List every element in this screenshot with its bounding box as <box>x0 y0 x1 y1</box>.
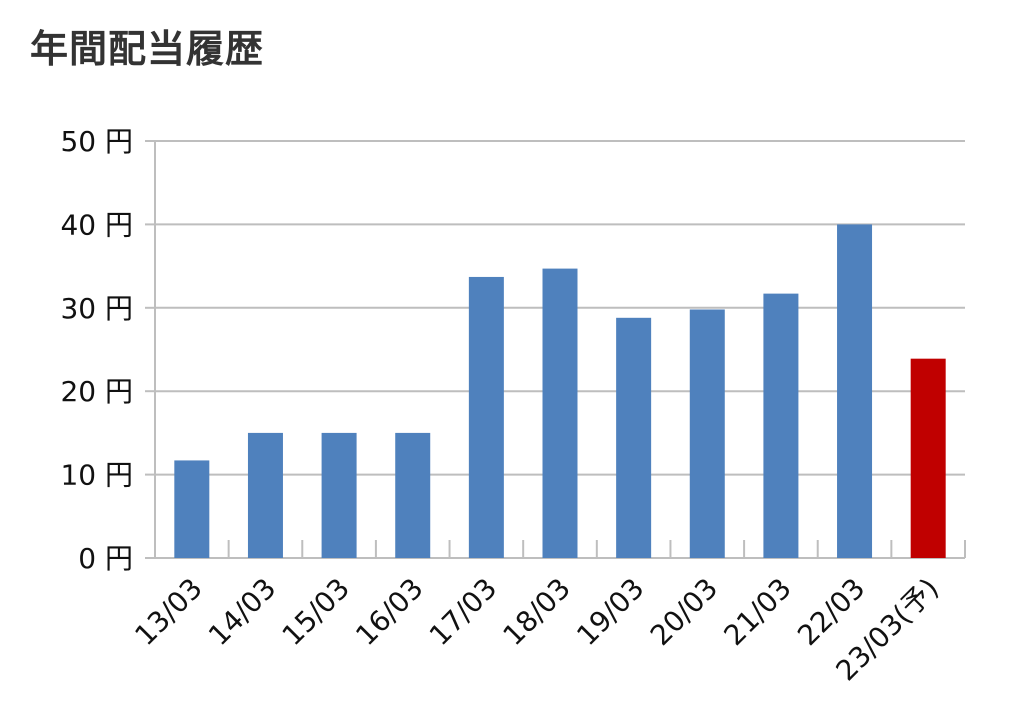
y-tick-label: 10 円 <box>60 459 133 492</box>
bar-21/03 <box>763 293 799 558</box>
bar-14/03 <box>247 432 283 558</box>
bar-15/03 <box>321 432 357 558</box>
bar-23/03(予) <box>910 358 946 558</box>
bar-22/03 <box>837 224 873 558</box>
bar-18/03 <box>542 268 578 558</box>
y-tick-labels: 0 円 10 円 20 円 30 円 40 円 50 円 <box>60 125 133 575</box>
x-tick-label: 21/03 <box>717 572 797 652</box>
x-tick-label: 19/03 <box>570 572 650 652</box>
bar-16/03 <box>395 432 431 558</box>
x-tick-label: 15/03 <box>276 572 356 652</box>
y-tick-label: 40 円 <box>60 208 133 241</box>
x-tick-label: 16/03 <box>349 572 429 652</box>
chart-title: 年間配当履歴 <box>30 27 265 71</box>
y-tick-label: 30 円 <box>60 292 133 325</box>
x-tick-label: 17/03 <box>423 572 503 652</box>
bar-20/03 <box>689 309 725 558</box>
x-tick-label: 14/03 <box>202 572 282 652</box>
y-tick-label: 20 円 <box>60 375 133 408</box>
bar-19/03 <box>616 317 652 558</box>
x-tick-label: 20/03 <box>644 572 724 652</box>
x-tick-label: 13/03 <box>128 572 208 652</box>
bars <box>174 224 946 558</box>
y-tick-label: 0 円 <box>78 542 133 575</box>
bar-13/03 <box>174 460 210 558</box>
x-tick-label: 18/03 <box>497 572 577 652</box>
bar-17/03 <box>468 276 504 558</box>
x-tick-labels: 13/0314/0315/0316/0317/0318/0319/0320/03… <box>128 572 945 688</box>
y-tick-label: 50 円 <box>60 125 133 158</box>
